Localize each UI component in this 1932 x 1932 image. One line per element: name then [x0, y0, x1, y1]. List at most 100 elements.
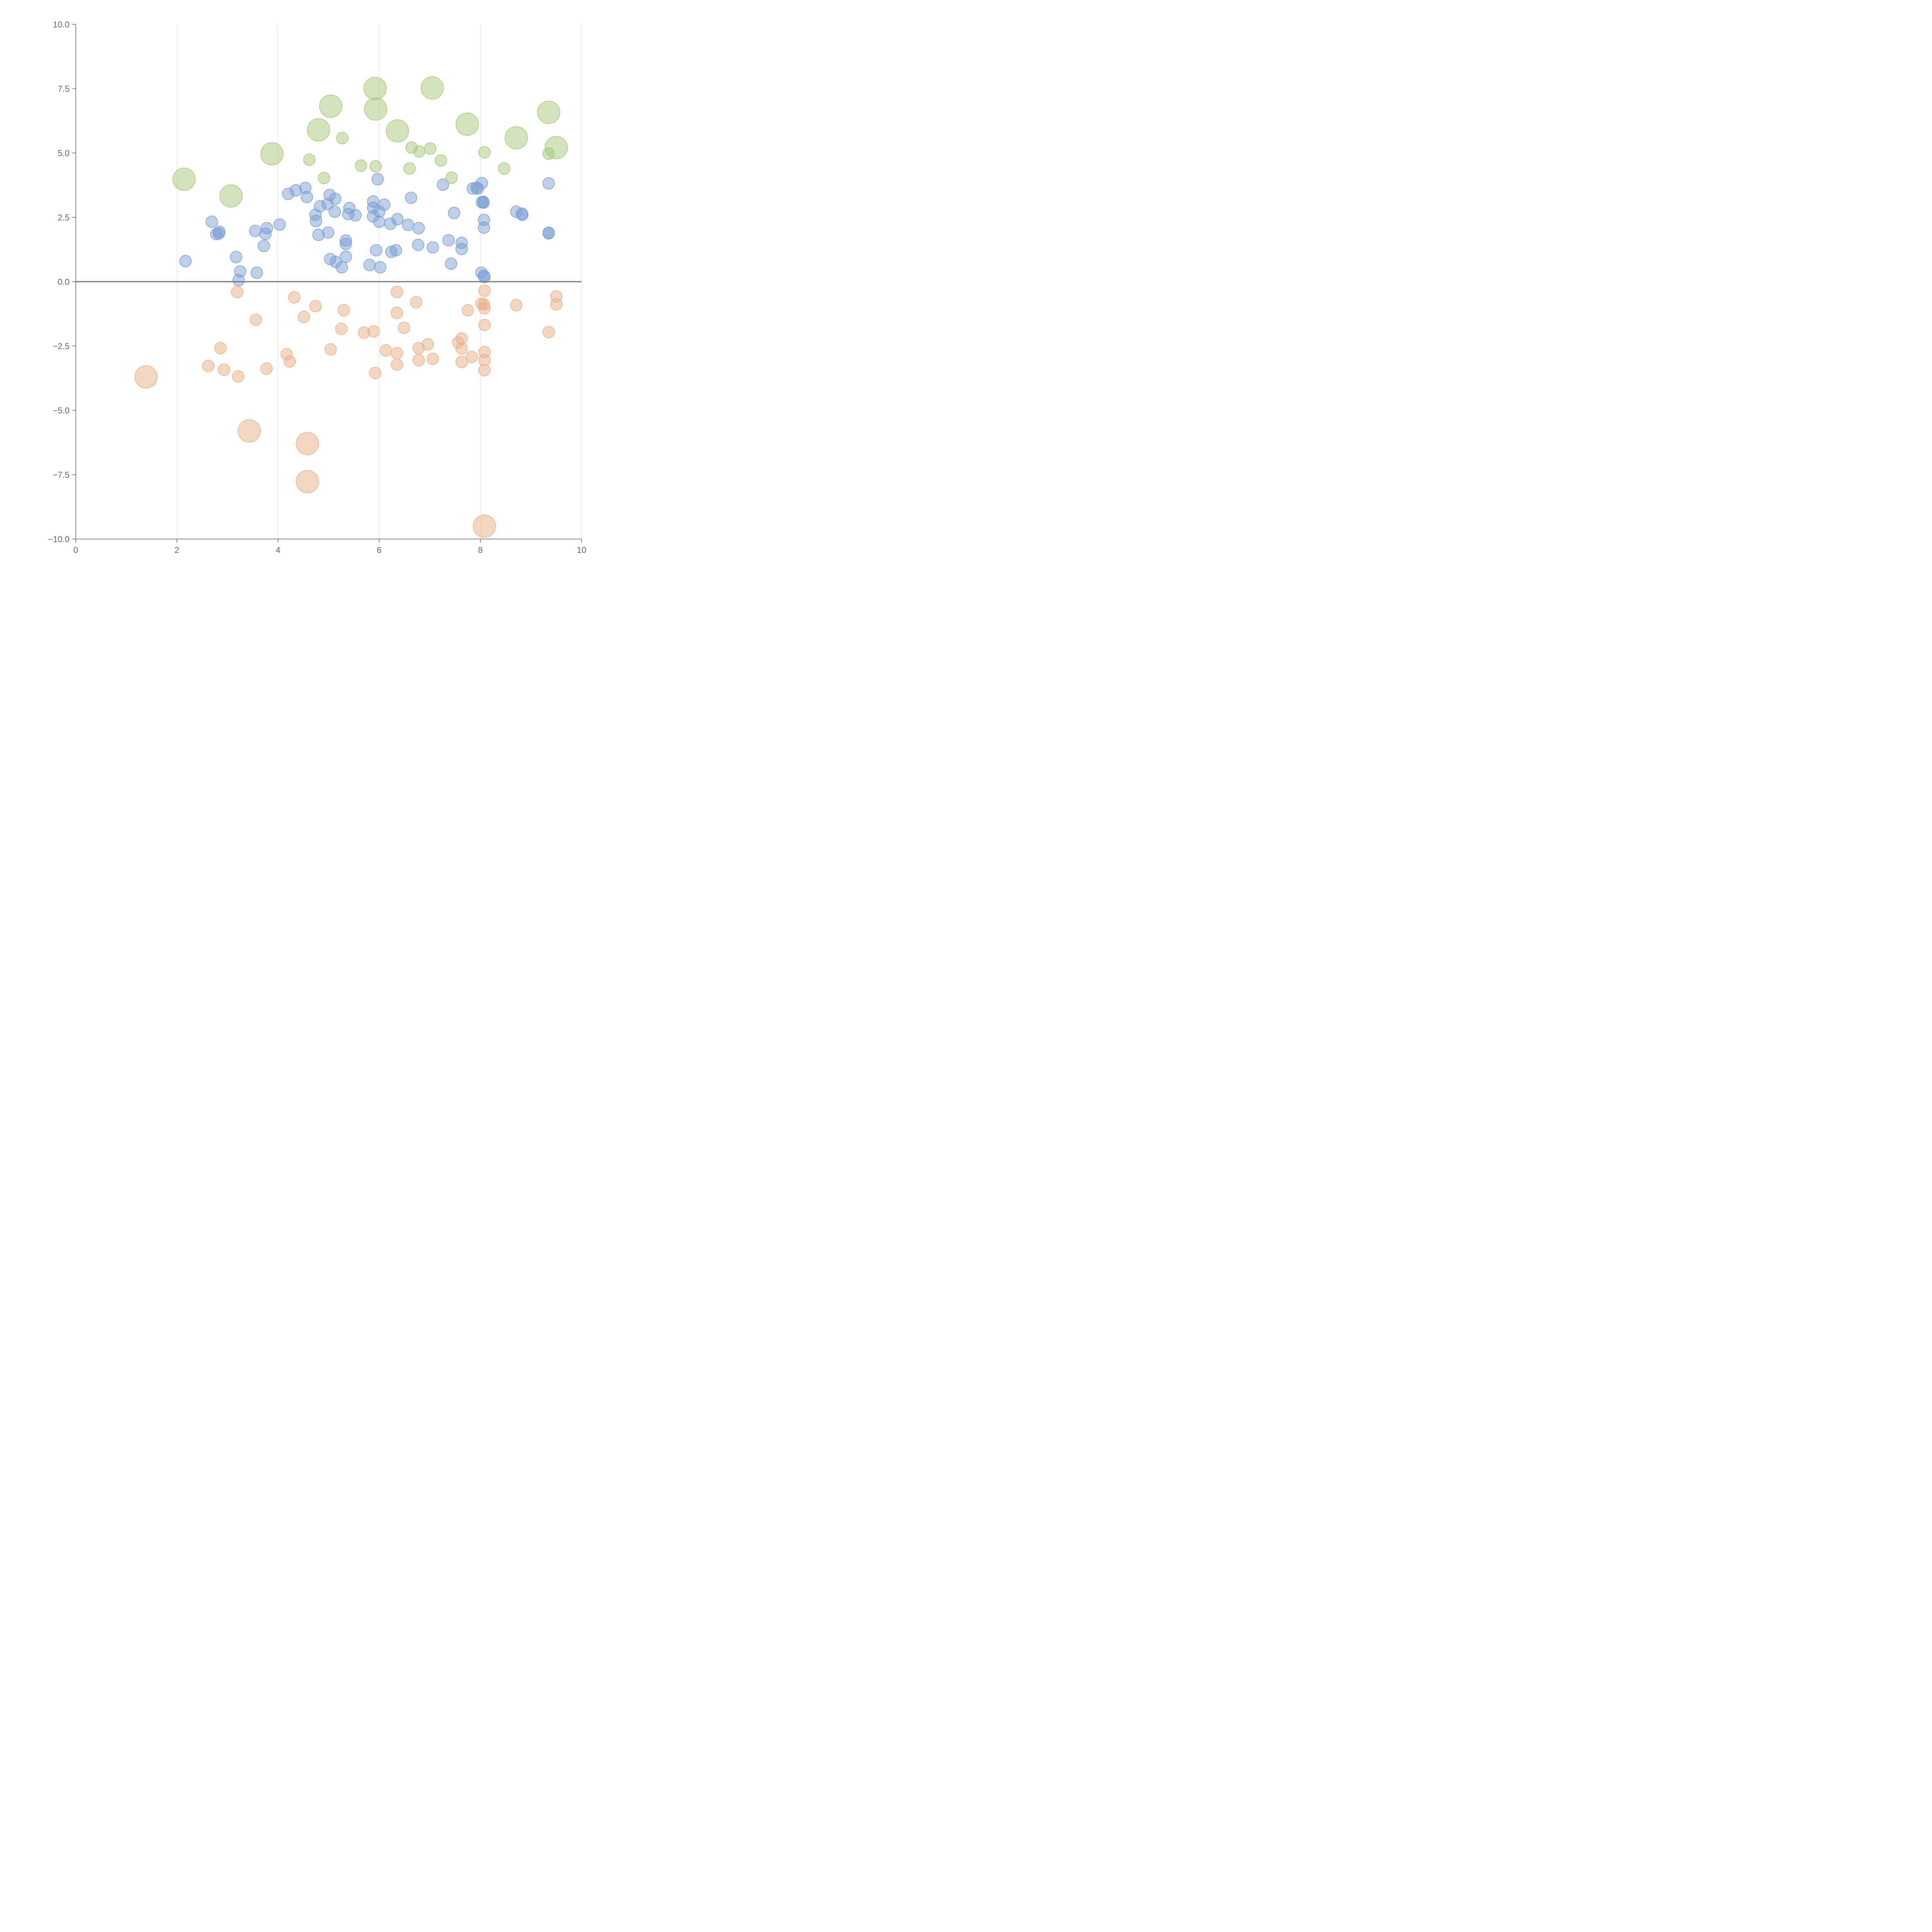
data-point [386, 119, 409, 143]
data-point [478, 319, 491, 331]
data-point [378, 199, 391, 211]
scatter-chart: 0 2 4 6 8 10 −10.0 −7.5 −5.0 −2.5 0.0 2.5 5.0 7.5 10.… [48, 20, 586, 555]
data-point [445, 172, 458, 184]
y-tick-label: 7.5 [58, 84, 70, 94]
data-point [371, 173, 384, 185]
data-point [288, 291, 301, 304]
data-point [445, 257, 457, 270]
y-tick-label: −2.5 [53, 342, 70, 351]
data-point [214, 342, 227, 354]
data-point [478, 284, 491, 297]
data-point [379, 344, 392, 357]
data-point [324, 343, 337, 355]
data-point [405, 192, 417, 204]
data-point [319, 95, 342, 118]
data-point [238, 419, 261, 443]
data-point [322, 226, 334, 239]
data-point [442, 234, 455, 247]
data-point [261, 222, 273, 235]
y-tick-label: 0.0 [58, 277, 70, 287]
x-tick-label: 4 [276, 545, 280, 555]
data-point [250, 266, 263, 279]
data-point [456, 112, 479, 136]
x-tick-label: 6 [377, 545, 381, 555]
data-point [550, 298, 563, 311]
data-point [260, 362, 273, 375]
data-point [364, 77, 387, 100]
data-point [367, 325, 380, 338]
data-point [456, 356, 468, 368]
data-point [473, 514, 496, 538]
data-point [437, 179, 449, 191]
data-point [369, 160, 382, 173]
data-point [310, 215, 322, 227]
data-point [389, 244, 402, 257]
data-point [373, 216, 386, 228]
data-point [355, 159, 367, 172]
y-tick-label: 5.0 [58, 148, 70, 158]
x-tick-label: 8 [478, 545, 483, 555]
data-point [391, 286, 403, 298]
data-point [232, 274, 245, 286]
y-tick-label: 10.0 [53, 20, 70, 29]
data-point [260, 142, 284, 165]
data-point [391, 306, 403, 319]
data-point [219, 184, 243, 207]
data-point [498, 162, 510, 175]
data-point [328, 206, 341, 218]
data-point [435, 154, 447, 167]
data-point [403, 162, 416, 175]
data-point [543, 227, 555, 240]
data-point [296, 470, 319, 493]
data-point [213, 226, 226, 238]
data-point [370, 244, 383, 257]
data-point [413, 145, 425, 158]
data-point [296, 432, 319, 455]
data-point [422, 338, 434, 350]
data-point [478, 146, 491, 158]
data-point [424, 142, 437, 155]
data-points [134, 76, 568, 538]
data-point [427, 241, 439, 254]
data-point [369, 367, 381, 379]
data-point [340, 238, 352, 250]
data-point [478, 364, 491, 376]
y-tick-label: −10.0 [48, 534, 70, 544]
x-tick-label: 2 [175, 545, 179, 555]
data-point [301, 191, 313, 203]
data-point [349, 209, 362, 221]
data-point [476, 177, 488, 189]
y-tick-label: −5.0 [53, 406, 70, 415]
data-point [318, 172, 330, 184]
data-point [218, 364, 230, 376]
data-point [206, 216, 218, 228]
data-point [543, 177, 555, 190]
data-point [402, 219, 414, 231]
data-point [374, 261, 386, 274]
x-tick-label: 10 [577, 545, 586, 555]
data-point [231, 286, 243, 298]
data-point [466, 350, 478, 363]
data-point [544, 136, 568, 159]
x-axis-ticks: 0 2 4 6 8 10 [73, 539, 586, 555]
data-point [478, 271, 491, 283]
data-point [338, 304, 350, 316]
data-point [329, 192, 342, 205]
data-point [309, 300, 322, 313]
data-point [516, 209, 529, 221]
data-point [303, 153, 316, 166]
data-point [230, 251, 242, 263]
data-point [477, 196, 490, 209]
data-point [134, 365, 158, 389]
y-axis-ticks: −10.0 −7.5 −5.0 −2.5 0.0 2.5 5.0 7.5 10.0 [48, 20, 76, 544]
data-point [448, 207, 460, 219]
y-tick-label: −7.5 [53, 470, 70, 480]
data-point [172, 168, 196, 191]
data-point [456, 342, 468, 355]
data-point [543, 326, 555, 338]
data-point [258, 240, 270, 252]
data-point [510, 299, 522, 311]
data-point [478, 221, 490, 234]
data-point [273, 218, 286, 231]
data-point [412, 354, 425, 366]
